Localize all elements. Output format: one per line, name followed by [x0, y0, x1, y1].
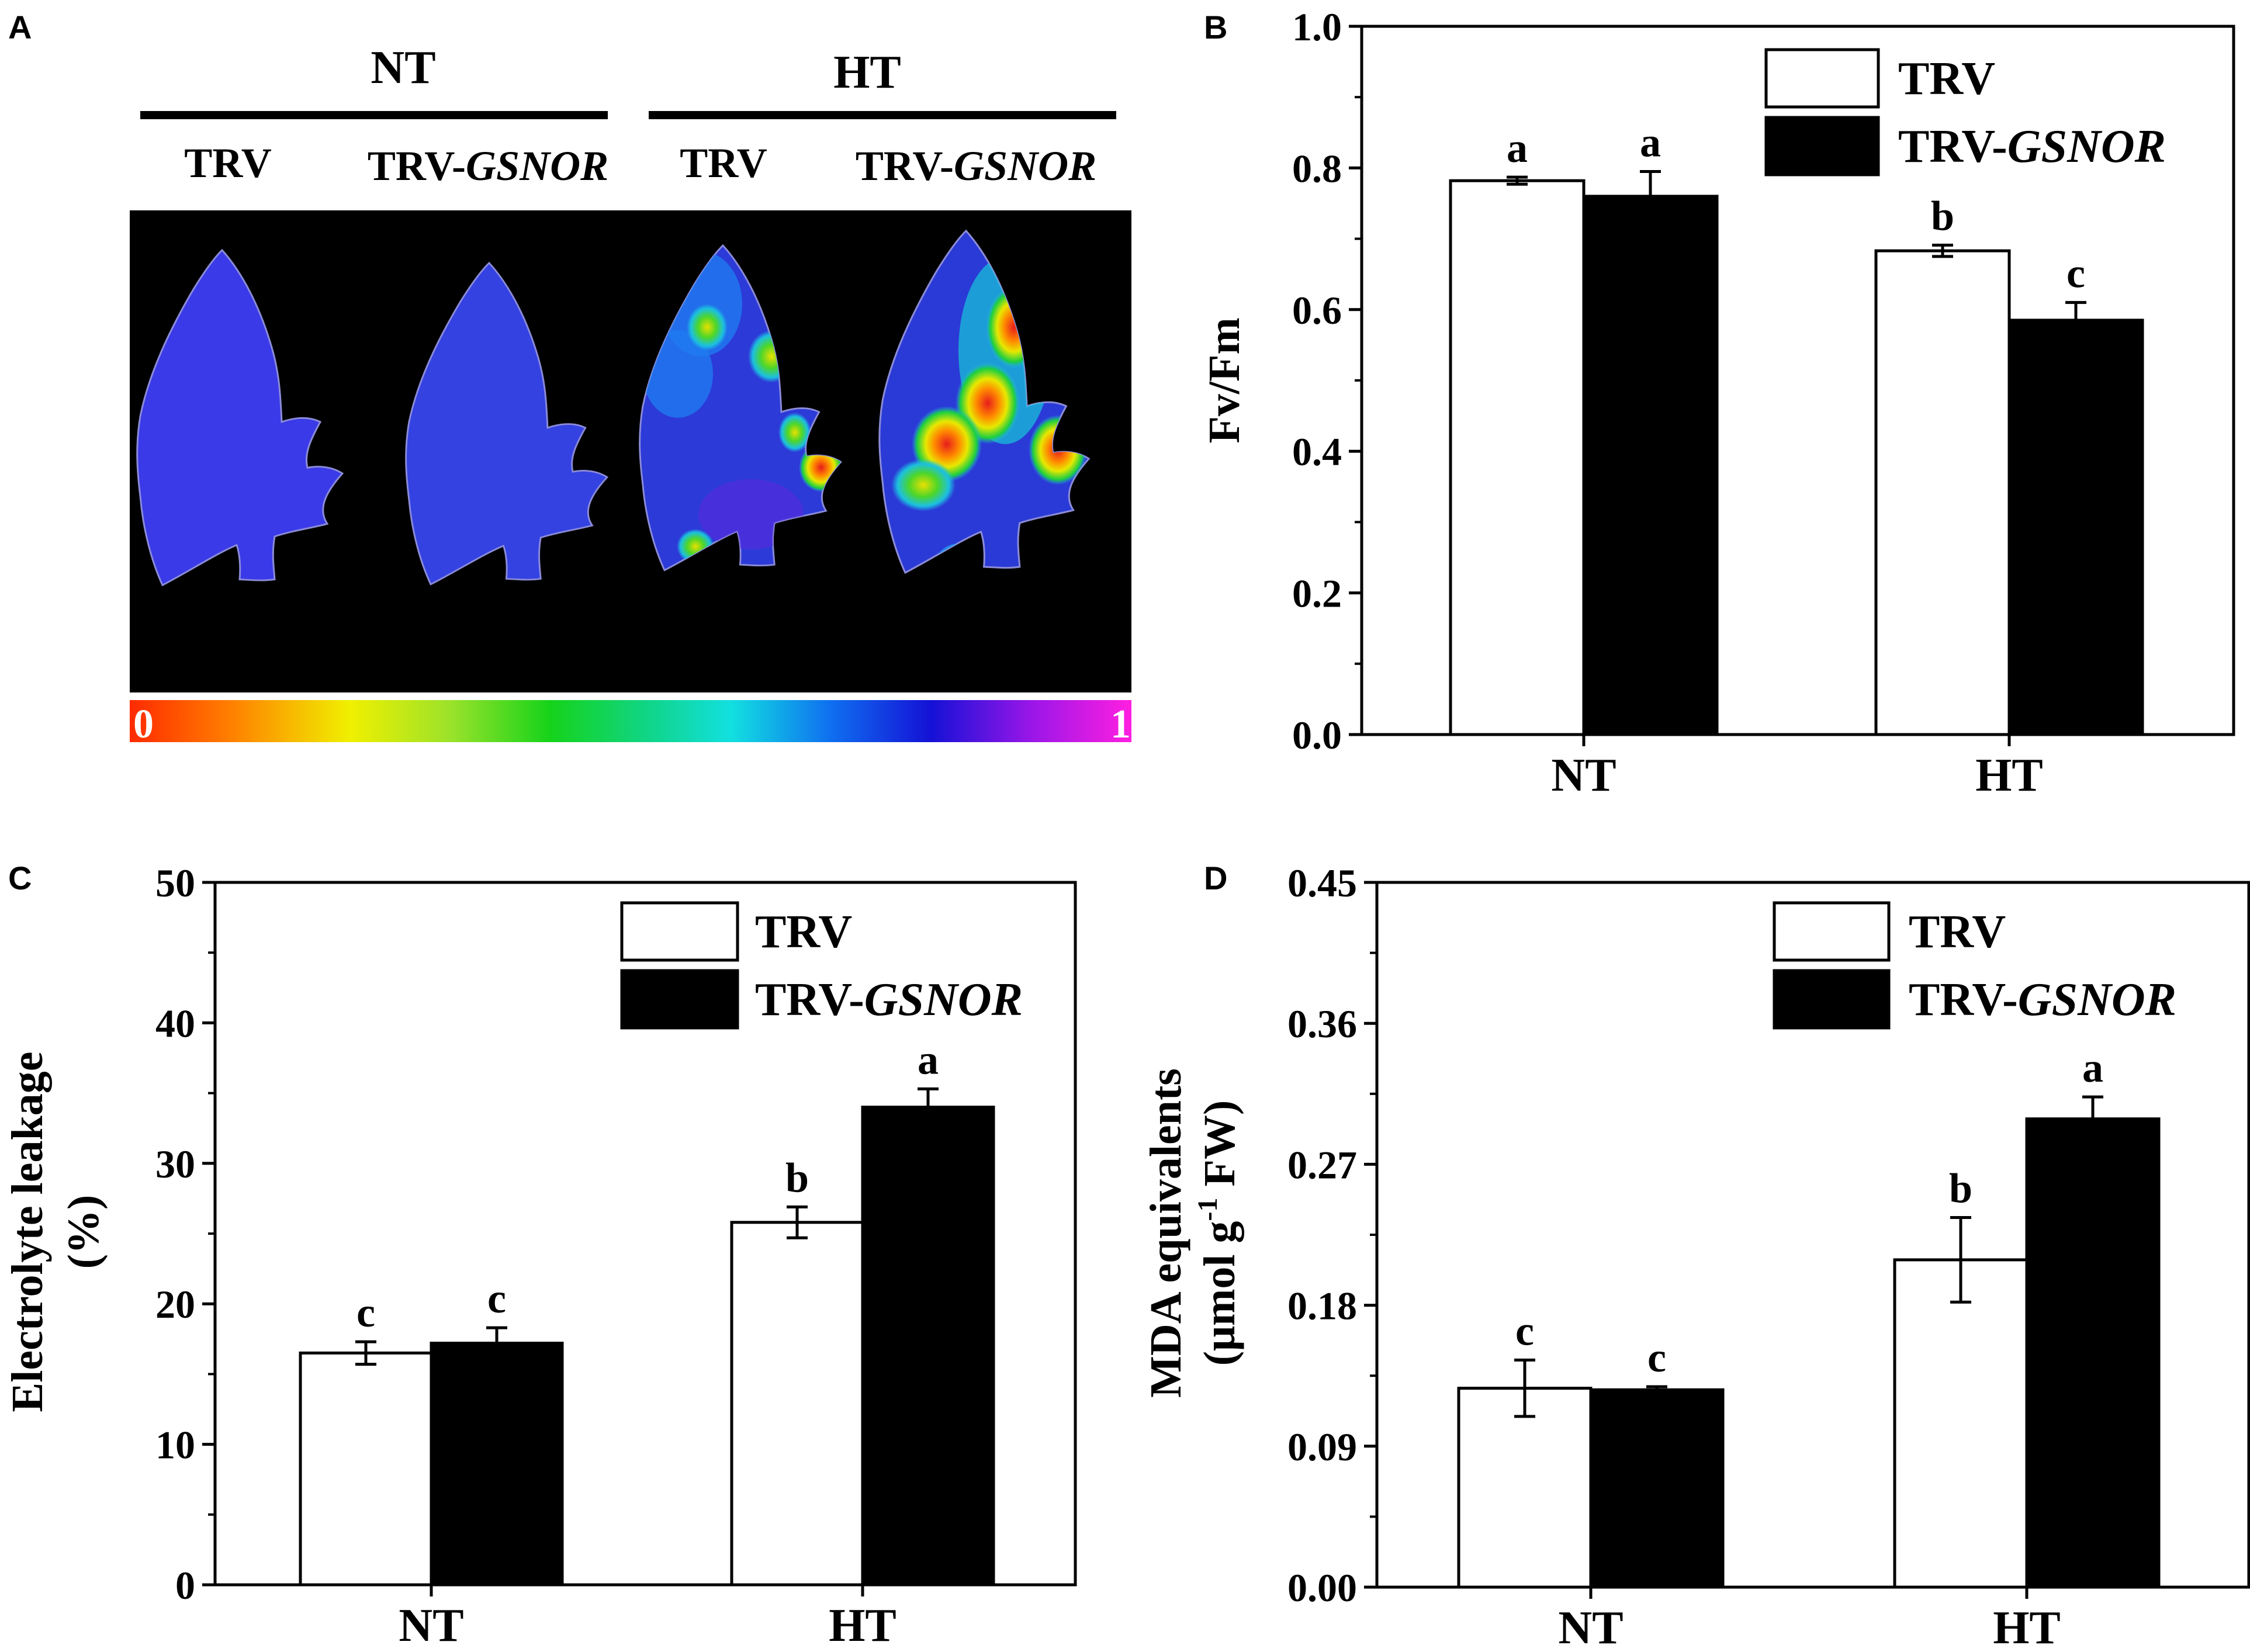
y-tick-label: 0.27 — [1287, 1142, 1357, 1187]
error-bar-ht-trv — [1932, 244, 1953, 258]
y-tick-label: 0.45 — [1287, 861, 1357, 905]
sub-label-ht-trv: TRV — [680, 140, 767, 186]
y-tick-label: 0 — [175, 1563, 195, 1608]
y-tick-label: 0.6 — [1292, 288, 1342, 333]
y-tick-label: 0.2 — [1292, 572, 1342, 616]
y-tick-label: 30 — [155, 1142, 195, 1186]
sub-label-ht-trv-gsnor: TRV-GSNOR — [856, 143, 1096, 189]
colorbar-max-label: 1 — [1110, 702, 1131, 747]
significance-letter-nt-trv: c — [356, 1289, 375, 1336]
y-tick-label: 0.4 — [1292, 430, 1342, 474]
significance-letter-nt-trv: c — [1515, 1307, 1534, 1354]
legend-label-trv: TRV — [1898, 53, 1995, 105]
y-tick-label: 50 — [155, 861, 195, 905]
error-bar-ht-trv-gsnor — [2065, 301, 2086, 320]
y-tick-label: 10 — [155, 1423, 195, 1467]
colorbar-min-label: 0 — [133, 702, 154, 747]
bar-ht-trv — [1874, 249, 2011, 736]
bar-nt-trv-gsnor — [1582, 195, 1719, 736]
significance-letter-ht-trv: b — [1949, 1165, 1972, 1212]
panel-letter-a: A — [8, 9, 32, 46]
y-tick-label: 40 — [155, 1001, 195, 1045]
legend-swatch-trv-gsnor — [620, 969, 739, 1030]
legend-swatch-trv — [1764, 48, 1880, 109]
bar-nt-trv-gsnor — [1589, 1388, 1725, 1589]
bar-ht-trv-gsnor — [861, 1106, 995, 1587]
x-tick-label-nt: NT — [1551, 750, 1616, 801]
error-bar-nt-trv — [1507, 175, 1528, 186]
significance-letter-nt-trv: a — [1507, 124, 1528, 171]
error-bar-nt-trv — [355, 1340, 376, 1366]
y-axis-label-unit: (μmol g-1 FW) — [1192, 1100, 1244, 1366]
y-tick-label: 0.0 — [1292, 713, 1342, 757]
chart-d-mda-equivalents: D 0.00 0.09 0.18 0.27 0.36 0.45 MDA equivalents… — [1141, 860, 2250, 1652]
significance-letter-nt-trv-gsnor: c — [487, 1275, 506, 1322]
group-label-ht: HT — [833, 47, 901, 98]
sub-label-nt-trv-gsnor: TRV-GSNOR — [368, 143, 608, 189]
error-bar-nt-trv — [1514, 1358, 1535, 1418]
y-tick-label: 0.00 — [1287, 1566, 1357, 1610]
panel-letter-b: B — [1204, 9, 1227, 46]
legend-label-trv: TRV — [1909, 906, 2006, 958]
chart-c-electrolyte-leakage: C 0 10 20 30 40 50 Electrolyte leakage (%) NT HT c b… — [3, 860, 1077, 1651]
significance-letter-ht-trv-gsnor: c — [2066, 250, 2085, 297]
legend-swatch-trv — [1773, 901, 1891, 962]
bar-ht-trv — [730, 1221, 864, 1587]
error-bar-ht-trv — [787, 1205, 808, 1239]
y-tick-label: 0.18 — [1287, 1284, 1357, 1328]
legend-label-trv-gsnor: TRV-GSNOR — [1898, 121, 2166, 172]
error-bar-nt-trv-gsnor — [1646, 1385, 1667, 1390]
error-bar-ht-trv — [1950, 1216, 1971, 1304]
y-axis-label: MDA equivalents — [1141, 1068, 1190, 1398]
significance-letter-ht-trv-gsnor: a — [918, 1036, 939, 1083]
bar-nt-trv — [299, 1351, 433, 1587]
group-label-nt: NT — [371, 42, 435, 93]
y-tick-label: 0.8 — [1292, 146, 1342, 191]
error-bar-ht-trv-gsnor — [2082, 1095, 2103, 1119]
bar-nt-trv — [1457, 1387, 1593, 1589]
x-tick-label-ht: HT — [1975, 750, 2043, 801]
bar-nt-trv-gsnor — [430, 1342, 564, 1587]
chart-b-fv-fm: B 0.0 0.2 0.4 0.6 0.8 1.0 Fv/Fm NT HT a b a c TRV TRV-G… — [1200, 5, 2235, 801]
x-tick-label-nt: NT — [399, 1600, 463, 1651]
x-tick-label-ht: HT — [1993, 1602, 2061, 1652]
error-bar-nt-trv-gsnor — [1640, 169, 1661, 196]
x-tick-label-ht: HT — [829, 1600, 896, 1651]
sub-label-nt-trv: TRV — [184, 140, 271, 186]
significance-letter-nt-trv-gsnor: a — [1640, 119, 1661, 165]
significance-letter-ht-trv: b — [785, 1154, 809, 1201]
y-axis-label: Electrolyte leakage — [3, 1052, 52, 1412]
error-bar-ht-trv-gsnor — [918, 1087, 939, 1107]
panel-a-fluorescence-images: A NT HT TRV TRV-GSNOR TRV TRV-GSNOR — [8, 9, 1131, 747]
y-axis-label: Fv/Fm — [1200, 317, 1249, 443]
significance-letter-ht-trv: b — [1931, 193, 1954, 240]
colorbar — [130, 700, 1131, 742]
x-tick-label-nt: NT — [1558, 1602, 1623, 1652]
y-tick-label: 1.0 — [1292, 5, 1342, 49]
panel-letter-c: C — [8, 860, 32, 896]
legend-swatch-trv — [620, 901, 739, 962]
panel-letter-d: D — [1204, 860, 1227, 896]
y-axis-label-unit: (%) — [59, 1195, 108, 1269]
legend-swatch-trv-gsnor — [1773, 969, 1891, 1030]
bar-nt-trv — [1449, 179, 1586, 736]
legend-label-trv-gsnor: TRV-GSNOR — [1909, 974, 2176, 1026]
significance-letter-nt-trv-gsnor: c — [1647, 1334, 1666, 1381]
legend-swatch-trv-gsnor — [1764, 116, 1880, 176]
error-bar-nt-trv-gsnor — [486, 1326, 507, 1343]
bar-ht-trv-gsnor — [2007, 318, 2144, 736]
bar-ht-trv — [1893, 1258, 2029, 1589]
legend-label-trv-gsnor: TRV-GSNOR — [755, 974, 1023, 1026]
y-tick-label: 20 — [155, 1282, 195, 1327]
y-tick-label: 0.36 — [1287, 1002, 1357, 1046]
y-tick-label: 0.09 — [1287, 1425, 1357, 1469]
legend-label-trv: TRV — [755, 906, 852, 958]
significance-letter-ht-trv-gsnor: a — [2082, 1044, 2103, 1091]
bar-ht-trv-gsnor — [2025, 1117, 2161, 1589]
